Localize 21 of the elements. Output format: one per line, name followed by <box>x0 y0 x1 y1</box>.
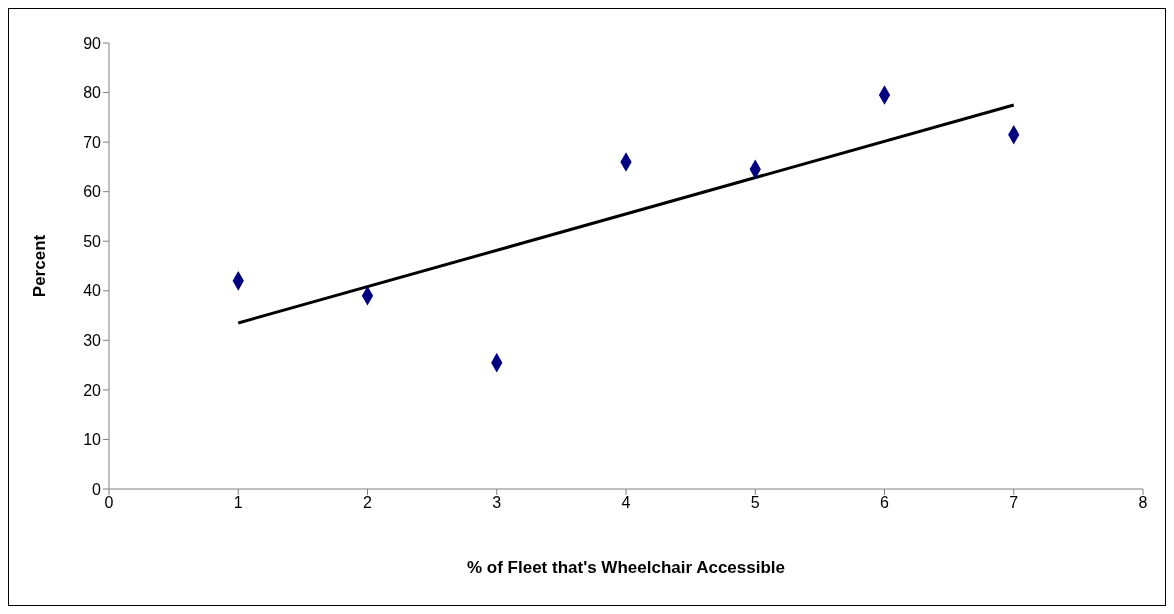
x-tick-label: 8 <box>1138 494 1148 512</box>
y-tick-label: 30 <box>83 332 102 350</box>
x-tick-label: 1 <box>233 494 243 512</box>
x-tick-label: 5 <box>750 494 760 512</box>
y-axis-title: Percent <box>30 234 50 298</box>
y-tick-label: 60 <box>83 183 102 201</box>
y-tick-label: 40 <box>83 282 102 300</box>
y-tick-label: 50 <box>83 232 102 250</box>
x-tick-label: 3 <box>492 494 502 512</box>
x-tick-label: 4 <box>621 494 631 512</box>
y-tick-label: 70 <box>83 133 102 151</box>
y-tick-label: 20 <box>83 381 102 399</box>
y-tick-label: 90 <box>83 34 102 52</box>
x-tick-label: 0 <box>104 494 114 512</box>
y-tick-label: 0 <box>92 480 102 498</box>
x-tick-label: 2 <box>363 494 373 512</box>
y-tick-label: 10 <box>83 431 102 449</box>
y-tick-label: 80 <box>83 84 102 102</box>
x-axis-title: % of Fleet that's Wheelchair Accessible <box>466 558 786 577</box>
x-tick-label: 7 <box>1009 494 1019 512</box>
x-tick-label: 6 <box>880 494 890 512</box>
